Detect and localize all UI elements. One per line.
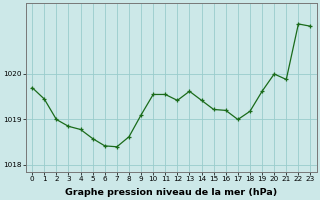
X-axis label: Graphe pression niveau de la mer (hPa): Graphe pression niveau de la mer (hPa) xyxy=(65,188,277,197)
